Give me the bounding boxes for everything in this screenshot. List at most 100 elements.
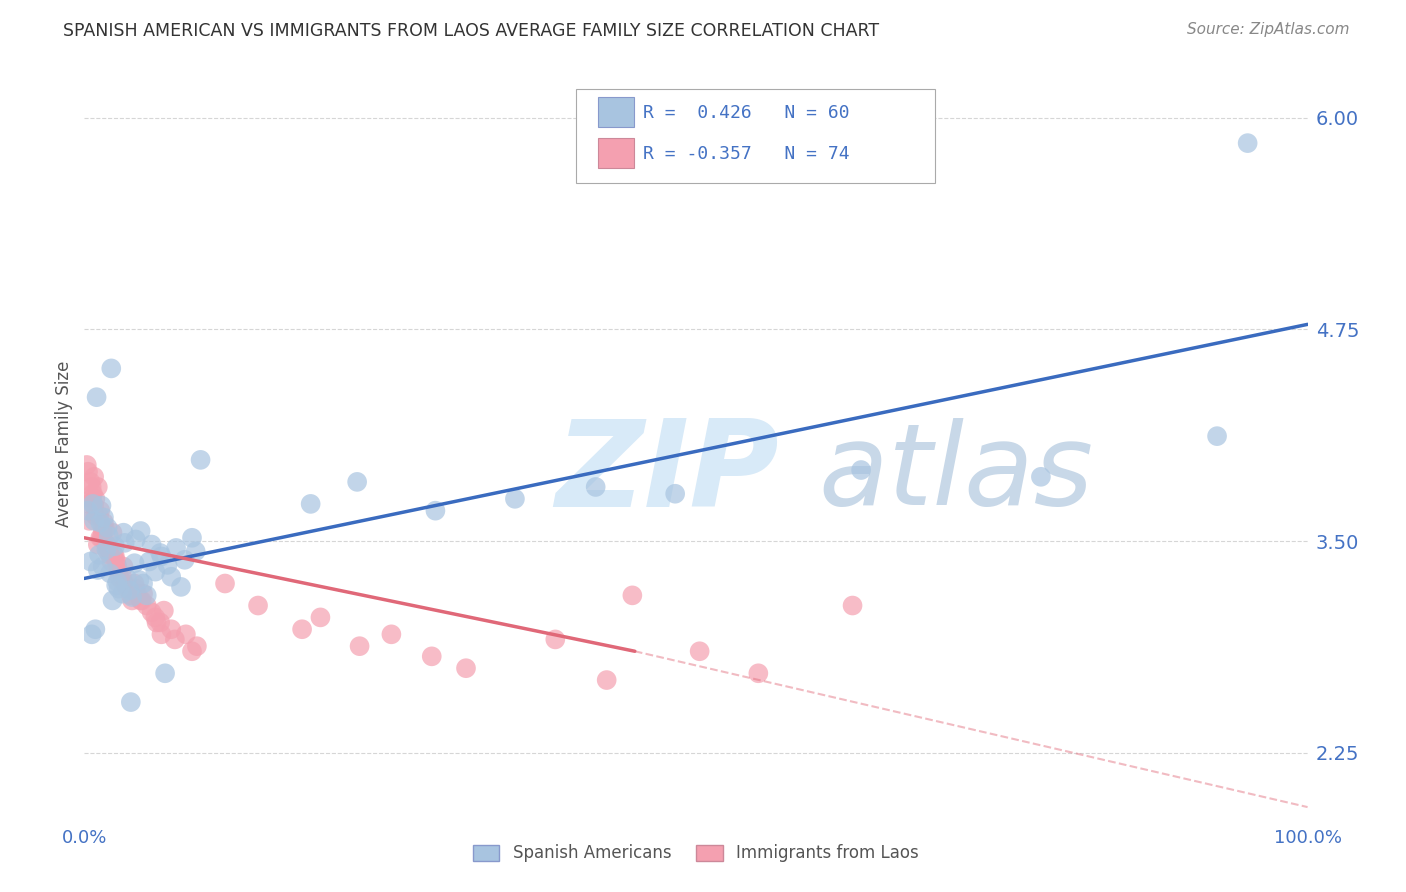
Point bbox=[105, 578, 128, 592]
Y-axis label: Average Family Size: Average Family Size bbox=[55, 360, 73, 527]
Point bbox=[149, 546, 172, 560]
Legend: Spanish Americans, Immigrants from Laos: Spanish Americans, Immigrants from Laos bbox=[467, 838, 925, 869]
Point bbox=[125, 533, 148, 547]
Point bbox=[135, 588, 157, 602]
Point bbox=[98, 548, 121, 562]
Point bbox=[163, 632, 186, 647]
Point bbox=[141, 605, 163, 619]
Point bbox=[82, 487, 104, 501]
Point bbox=[309, 610, 332, 624]
Point bbox=[121, 590, 143, 604]
Point bbox=[97, 544, 120, 558]
Point bbox=[173, 553, 195, 567]
Point bbox=[114, 576, 136, 591]
Point bbox=[135, 599, 157, 613]
Point bbox=[91, 525, 114, 540]
Point bbox=[112, 559, 135, 574]
Point bbox=[141, 537, 163, 551]
Point bbox=[121, 593, 143, 607]
Point bbox=[80, 491, 103, 506]
Point bbox=[90, 531, 112, 545]
Point bbox=[104, 549, 127, 564]
Point bbox=[82, 497, 104, 511]
Point bbox=[100, 554, 122, 568]
Point bbox=[124, 556, 146, 570]
Point bbox=[118, 583, 141, 598]
Point bbox=[83, 514, 105, 528]
Point bbox=[84, 491, 107, 506]
Point bbox=[89, 516, 111, 530]
Point bbox=[143, 610, 166, 624]
Point bbox=[849, 463, 872, 477]
Point bbox=[111, 587, 134, 601]
Point bbox=[138, 554, 160, 568]
Text: ZIP: ZIP bbox=[555, 416, 779, 533]
Point bbox=[170, 580, 193, 594]
Point bbox=[132, 576, 155, 591]
Point bbox=[80, 627, 103, 641]
Point bbox=[585, 480, 607, 494]
Point bbox=[91, 559, 114, 574]
Text: SPANISH AMERICAN VS IMMIGRANTS FROM LAOS AVERAGE FAMILY SIZE CORRELATION CHART: SPANISH AMERICAN VS IMMIGRANTS FROM LAOS… bbox=[63, 22, 879, 40]
Point bbox=[89, 531, 111, 545]
Point bbox=[101, 525, 124, 540]
Point bbox=[595, 673, 617, 687]
Point bbox=[621, 588, 644, 602]
Point bbox=[97, 520, 120, 534]
Point bbox=[114, 536, 136, 550]
Point bbox=[145, 615, 167, 630]
Point bbox=[125, 587, 148, 601]
Point bbox=[107, 565, 129, 579]
Point bbox=[190, 453, 212, 467]
Point bbox=[149, 615, 172, 630]
Point bbox=[664, 487, 686, 501]
Point bbox=[105, 574, 128, 589]
Point bbox=[77, 514, 100, 528]
Point bbox=[84, 622, 107, 636]
Point bbox=[83, 470, 105, 484]
Point bbox=[93, 516, 115, 530]
Point bbox=[105, 559, 128, 574]
Point bbox=[97, 542, 120, 557]
Point bbox=[174, 627, 197, 641]
Point bbox=[425, 504, 447, 518]
Point bbox=[77, 504, 100, 518]
Point bbox=[80, 480, 103, 494]
Point bbox=[96, 542, 118, 557]
Point bbox=[125, 582, 148, 596]
Point bbox=[503, 491, 526, 506]
Point bbox=[380, 627, 402, 641]
Point bbox=[1206, 429, 1229, 443]
Point bbox=[841, 599, 863, 613]
Point bbox=[84, 508, 107, 523]
Point bbox=[160, 622, 183, 636]
Point bbox=[132, 587, 155, 601]
Point bbox=[156, 558, 179, 572]
Point bbox=[79, 475, 101, 489]
Point bbox=[150, 627, 173, 641]
Point bbox=[87, 508, 110, 523]
Point bbox=[83, 499, 105, 513]
Point bbox=[181, 531, 204, 545]
Point bbox=[544, 632, 567, 647]
Point bbox=[91, 520, 114, 534]
Text: Source: ZipAtlas.com: Source: ZipAtlas.com bbox=[1187, 22, 1350, 37]
Point bbox=[143, 565, 166, 579]
Point bbox=[181, 644, 204, 658]
Point bbox=[87, 480, 110, 494]
Point bbox=[120, 588, 142, 602]
Point bbox=[100, 361, 122, 376]
Point bbox=[111, 570, 134, 584]
Point bbox=[129, 593, 152, 607]
Point bbox=[153, 666, 176, 681]
Point bbox=[98, 566, 121, 581]
Point bbox=[101, 593, 124, 607]
Point bbox=[454, 661, 477, 675]
Point bbox=[349, 639, 371, 653]
Point bbox=[96, 537, 118, 551]
Point bbox=[115, 582, 138, 596]
Point bbox=[118, 582, 141, 596]
Point bbox=[79, 554, 101, 568]
Point bbox=[129, 524, 152, 538]
Point bbox=[150, 549, 173, 564]
